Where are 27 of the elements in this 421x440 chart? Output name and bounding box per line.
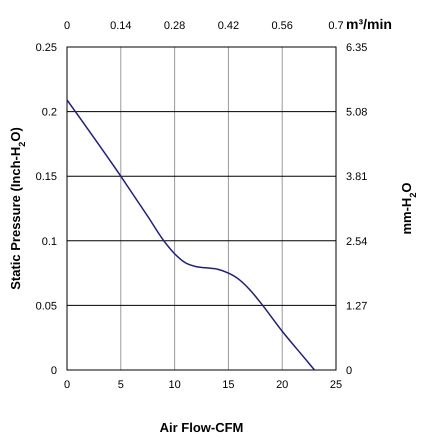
x-tick-label: 5 <box>118 379 124 391</box>
x-tick-label: 0 <box>64 379 70 391</box>
line-series <box>66 99 316 371</box>
x2-tick-label: 0.14 <box>110 20 132 32</box>
y-tick-label: 0 <box>50 365 57 377</box>
y-tick-label: 0.1 <box>42 236 57 248</box>
x2-tick-label: 0.28 <box>164 20 186 32</box>
x-axis-title: Air Flow-CFM <box>160 420 244 435</box>
x2-tick-label: 0 <box>64 20 70 32</box>
y-tick-label: 0.05 <box>36 300 57 312</box>
y-tick-label: 0.2 <box>42 106 57 119</box>
x-tick-label: 25 <box>330 379 342 391</box>
x2-axis-title: m³/min <box>346 16 392 32</box>
y2-tick-label: 1.27 <box>346 300 368 312</box>
y2-tick-label: 0 <box>346 365 352 377</box>
y2-tick-label: 5.08 <box>346 106 368 119</box>
x2-tick-label: 0.56 <box>271 20 293 32</box>
x-tick-label: 20 <box>276 379 288 391</box>
y2-tick-label: 3.81 <box>346 171 368 184</box>
y-tick-label: 0.15 <box>36 171 57 184</box>
x-tick-label: 10 <box>168 379 181 391</box>
y2-tick-label: 2.54 <box>346 236 368 248</box>
y2-tick-label: 6.35 <box>346 42 368 54</box>
x2-tick-label: 0.7 <box>328 20 344 32</box>
x2-tick-label: 0.42 <box>218 20 240 32</box>
y-tick-label: 0.25 <box>36 42 57 54</box>
x-tick-label: 15 <box>222 379 235 391</box>
